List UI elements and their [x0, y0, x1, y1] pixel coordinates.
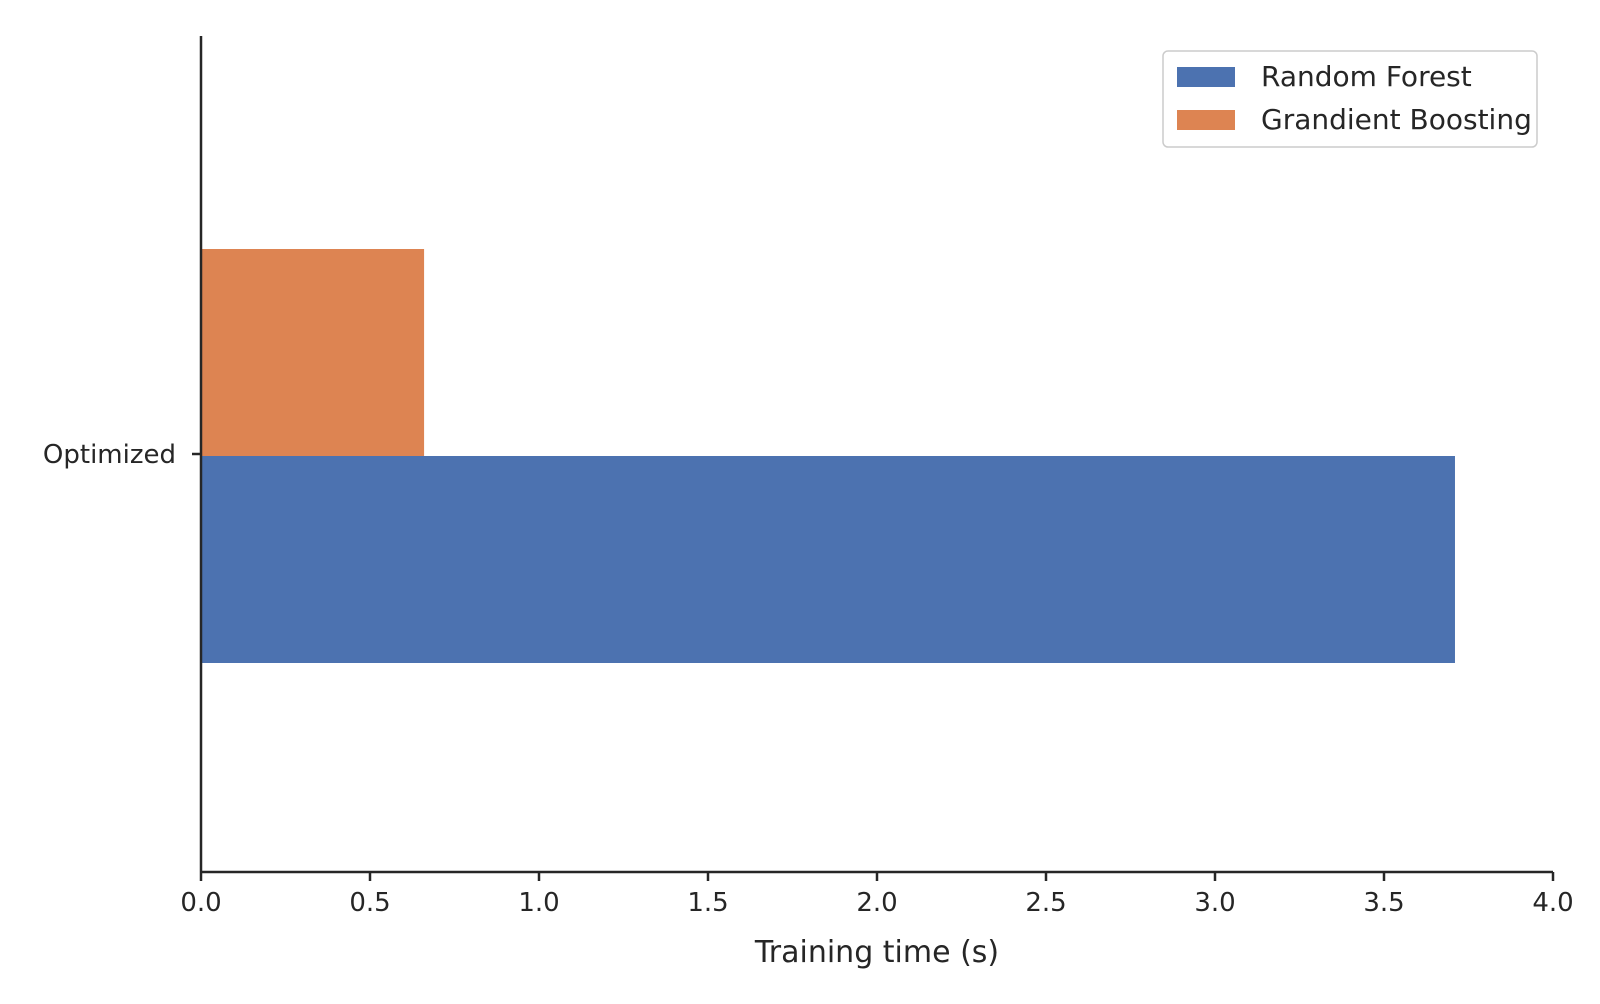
x-tick-label-0-5: 0.5 [349, 888, 390, 918]
legend-swatch-random-forest [1177, 67, 1235, 87]
bar-grandient-boosting-optimized [201, 249, 425, 456]
x-tick-label-2-0: 2.0 [856, 888, 897, 918]
x-tick-label-3-0: 3.0 [1194, 888, 1235, 918]
legend-swatch-gradient-boosting [1177, 110, 1235, 130]
legend-label-gradient-boosting: Grandient Boosting [1261, 103, 1532, 136]
x-tick-label-1-0: 1.0 [518, 888, 559, 918]
x-axis-label: Training time (s) [754, 935, 999, 970]
legend: Random Forest Grandient Boosting [1162, 50, 1538, 148]
x-tick-label-3-5: 3.5 [1363, 888, 1404, 918]
x-tick-label-4-0: 4.0 [1532, 888, 1573, 918]
y-tick-label-optimized: Optimized [43, 440, 176, 470]
x-ticks: 0.0 0.5 1.0 1.5 2.0 2.5 3.0 3.5 4.0 [180, 872, 1574, 918]
bars-layer [201, 249, 1455, 663]
x-tick-label-1-5: 1.5 [687, 888, 728, 918]
y-ticks: Optimized [43, 440, 201, 470]
legend-frame [1162, 50, 1538, 148]
bar-random-forest-optimized [201, 456, 1455, 663]
x-tick-label-0-0: 0.0 [180, 888, 221, 918]
legend-label-random-forest: Random Forest [1261, 60, 1472, 93]
x-tick-label-2-5: 2.5 [1025, 888, 1066, 918]
